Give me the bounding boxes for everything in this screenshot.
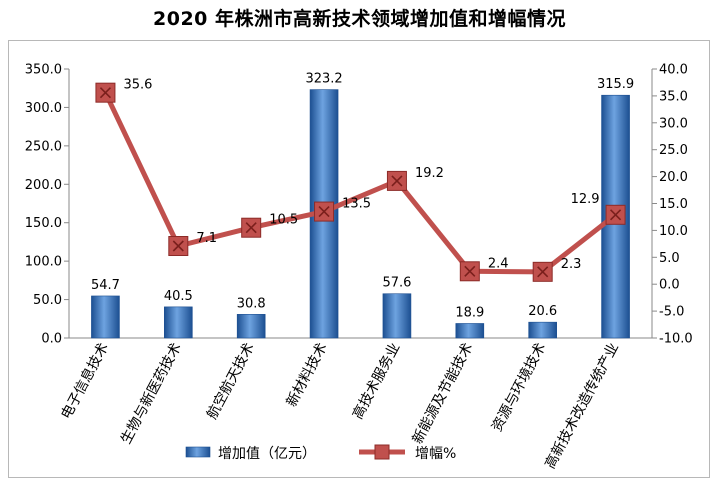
- x-category-label: 高技术服务业: [349, 340, 403, 422]
- line-marker-cross: [99, 87, 112, 99]
- legend-line-label: 增幅%: [415, 446, 456, 462]
- line-marker-cross: [172, 240, 184, 252]
- line-data-label: 2.4: [488, 256, 509, 271]
- y-right-tick-label: 40.0: [659, 63, 688, 78]
- line-data-label: 19.2: [415, 166, 444, 181]
- line-marker-cross: [318, 206, 330, 218]
- line-marker-cross: [245, 222, 257, 234]
- bar-data-label: 315.9: [597, 77, 634, 92]
- bar-data-label: 323.2: [305, 72, 342, 87]
- x-category-label: 高新技术改造传统产业: [541, 340, 622, 472]
- y-right-tick-label: 20.0: [659, 170, 688, 185]
- line-marker-cross: [391, 175, 403, 187]
- y-left-tick-label: 300.0: [25, 101, 62, 116]
- y-left-tick-label: 150.0: [25, 216, 62, 231]
- y-right-tick-label: -5.0: [659, 305, 684, 320]
- bar-data-label: 54.7: [91, 278, 120, 293]
- x-category-label: 资源与环境技术: [489, 340, 549, 434]
- bar: [382, 293, 412, 339]
- line-data-label: 35.6: [123, 78, 152, 93]
- bar-data-label: 18.9: [455, 305, 484, 320]
- y-right-tick-label: 0.0: [659, 278, 680, 293]
- bar: [528, 321, 557, 339]
- y-left-tick-label: 100.0: [25, 255, 62, 270]
- y-right-tick-label: 15.0: [659, 197, 688, 212]
- line-marker-cross: [609, 209, 622, 221]
- line-data-label: 13.5: [342, 197, 371, 212]
- y-left-tick-label: 200.0: [25, 178, 62, 193]
- line-data-label: 10.5: [269, 213, 298, 228]
- legend-line-marker: [374, 444, 390, 460]
- y-right-tick-label: 35.0: [659, 89, 688, 104]
- growth-line: [103, 91, 618, 275]
- line-data-label: 7.1: [196, 231, 217, 246]
- chart-area: 0.0 50.0 100.0 150.0 200.0 250.0 300.0 350.0 -10…: [8, 40, 710, 478]
- bar-data-label: 30.8: [237, 296, 266, 311]
- y-left-tick-label: 0.0: [41, 332, 62, 347]
- bar: [455, 323, 485, 339]
- bar: [236, 314, 266, 339]
- line-marker-cross: [464, 265, 476, 277]
- x-category-label: 新能源及节能技术: [410, 340, 477, 446]
- bar-data-label: 40.5: [164, 289, 193, 304]
- legend-bar-label: 增加值（亿元）: [218, 446, 316, 462]
- x-category-label: 航空航天技术: [204, 340, 258, 422]
- x-category-label: 电子信息技术: [58, 340, 112, 422]
- line-data-label: 2.3: [561, 257, 582, 272]
- bar: [91, 295, 120, 339]
- y-left-tick-label: 350.0: [25, 63, 62, 78]
- bar-data-label: 20.6: [528, 304, 557, 319]
- y-right-tick-label: 30.0: [659, 116, 688, 131]
- bar-data-label: 57.6: [382, 276, 411, 291]
- x-category-label: 生物与新医药技术: [118, 340, 185, 446]
- chart-title: 2020 年株洲市高新技术领域增加值和增幅情况: [153, 8, 566, 30]
- combo-chart: 0.0 50.0 100.0 150.0 200.0 250.0 300.0 350.0 -10…: [25, 63, 693, 472]
- x-category-label: 新材料技术: [284, 340, 331, 409]
- bar: [164, 306, 193, 339]
- y-right-tick-label: 5.0: [659, 251, 680, 266]
- y-right-tick-label: 10.0: [659, 224, 688, 239]
- y-right-tick-label: -10.0: [659, 332, 693, 347]
- y-left-tick-label: 50.0: [33, 293, 62, 308]
- line-data-label: 12.9: [571, 192, 600, 207]
- y-left-tick-label: 250.0: [25, 139, 62, 154]
- legend-bar-swatch: [185, 446, 211, 458]
- line-marker-cross: [537, 266, 549, 278]
- y-right-tick-label: 25.0: [659, 143, 688, 158]
